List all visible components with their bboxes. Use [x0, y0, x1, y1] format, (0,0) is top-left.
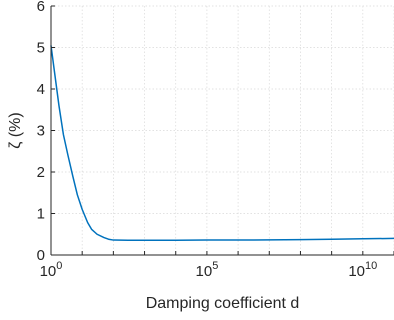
y-tick-label: 5 — [37, 40, 45, 57]
x-tick-label: 1010 — [348, 260, 377, 280]
x-tick-label: 100 — [40, 260, 63, 280]
ticks: 0 1 2 3 4 5 6 100 105 1010 — [37, 0, 394, 280]
y-tick-label: 4 — [37, 81, 45, 98]
y-tick-label: 1 — [37, 206, 45, 223]
y-tick-label: 6 — [37, 0, 45, 15]
y-axis-label: ζ (%) — [7, 112, 24, 148]
x-tick-label: 105 — [196, 260, 219, 280]
x-axis-label: Damping coefficient d — [146, 295, 300, 312]
y-tick-label: 2 — [37, 164, 45, 181]
y-tick-label: 0 — [37, 247, 45, 264]
grid — [50, 5, 394, 256]
series-line — [50, 45, 394, 242]
plot-line-group — [50, 45, 394, 242]
y-tick-label: 3 — [37, 123, 45, 140]
